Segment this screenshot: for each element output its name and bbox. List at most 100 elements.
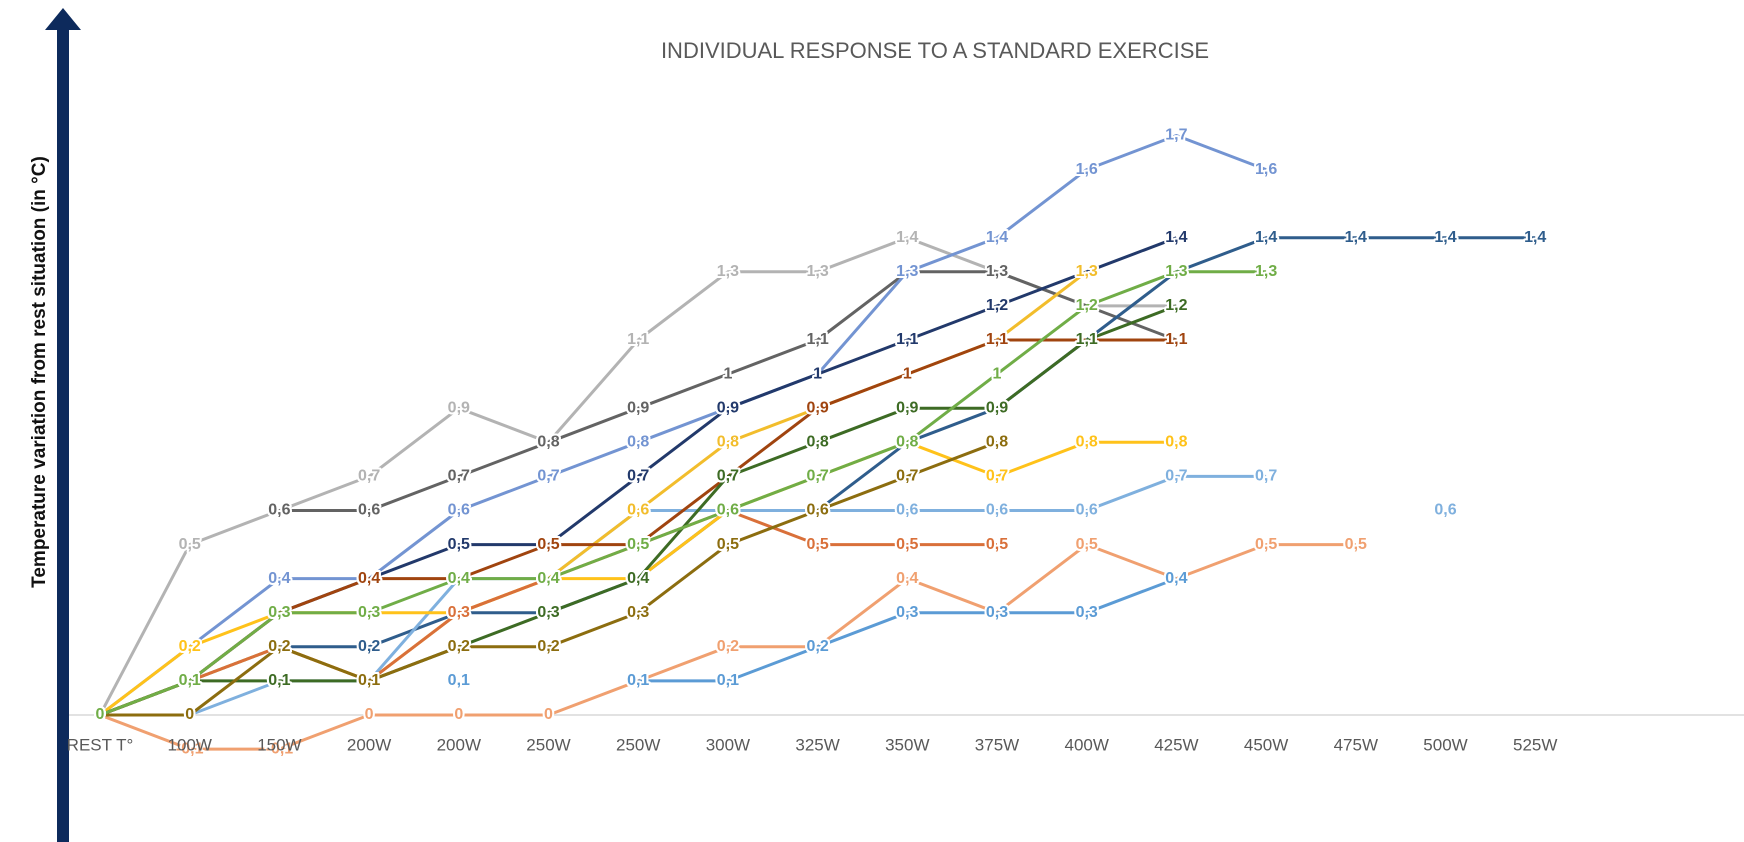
data-label: 0,3 [448,604,470,621]
series-line [99,270,1267,717]
data-label: 1,3 [896,263,918,280]
data-label: 0,6 [268,502,290,519]
data-label: 1,3 [1165,263,1187,280]
data-label: 0,5 [448,536,470,553]
data-label: 1,1 [1165,331,1187,348]
data-label: 0,3 [627,604,649,621]
data-label: 0,2 [268,638,290,655]
data-label: 0,3 [986,604,1008,621]
data-label: 0,8 [806,434,828,451]
data-label: 0 [96,706,105,723]
series-line [99,304,1177,717]
data-label: 1,3 [896,263,918,280]
data-label: 0,1 [627,672,649,689]
data-label: 0,1 [358,672,380,689]
data-label: 1,3 [717,263,739,280]
data-label: 0,7 [358,468,380,485]
data-label: 0,6 [358,502,380,519]
data-label: 0,4 [627,570,649,587]
data-label: 0,8 [717,434,739,451]
data-label: 1,3 [986,263,1008,280]
data-label: 0 [454,706,463,723]
data-label: 1,1 [1076,331,1098,348]
data-label: 1 [903,365,912,382]
data-label: 1,2 [1165,297,1187,314]
data-label: 0,6 [717,502,739,519]
data-label: 0,7 [448,468,470,485]
data-label: 0,2 [268,638,290,655]
y-axis-label: Temperature variation from rest situatio… [29,156,50,588]
data-label: 1,4 [1434,229,1456,246]
data-label: 0,3 [268,604,290,621]
data-label: -0,1 [266,740,294,757]
x-tick-label: 525W [1513,735,1557,754]
data-label: 1,3 [1076,263,1098,280]
data-label: 0,2 [448,638,470,655]
data-label: 0,8 [537,434,559,451]
value-labels: 0 0,5 0,6 0,7 0,9 0,8 1,1 1,3 1,3 1,4 1,3 1,2 1,2 0,6… [94,125,1549,760]
data-label: 1,4 [1165,229,1187,246]
data-label: 0 [185,706,194,723]
data-label: 0,6 [448,502,470,519]
x-tick-label: 200W [347,735,391,754]
data-label: 0,6 [986,502,1008,519]
data-label: 0,2 [806,638,828,655]
data-label: 0,7 [537,468,559,485]
data-label: 0,4 [627,570,649,587]
x-tick-label: 375W [975,735,1019,754]
data-label: 0,4 [448,570,470,587]
data-label: 0,1 [179,672,201,689]
data-label: 0,5 [896,536,918,553]
x-tick-label: 350W [885,735,929,754]
data-label: 0,1 [358,672,380,689]
data-label: 0,7 [717,468,739,485]
series-line [100,440,998,717]
data-label: 0,1 [627,672,649,689]
series-line [99,134,1267,717]
data-label: 1,1 [627,331,649,348]
x-tick-label: 250W [616,735,660,754]
data-label: 0,6 [806,502,828,519]
data-label: 0,3 [358,604,380,621]
data-label: 0,2 [448,638,470,655]
data-label: 0,4 [358,570,380,587]
data-label: 0 [365,706,374,723]
data-label: 0 [96,706,105,723]
data-label: 1,2 [1076,297,1098,314]
series-line [279,270,1177,512]
data-label: 0,6 [806,502,828,519]
data-label: 0,1 [268,672,290,689]
data-label: 0,1 [179,672,201,689]
data-label: 1,2 [986,297,1008,314]
x-tick-label: 475W [1334,735,1378,754]
x-tick-label: REST T° [67,735,134,754]
data-label: 0,2 [537,638,559,655]
data-label: 1,3 [1165,263,1187,280]
data-label: 0,4 [627,570,649,587]
data-label: 0 [96,706,105,723]
chart-title: INDIVIDUAL RESPONSE TO A STANDARD EXERCI… [661,38,1209,63]
data-label: 0,5 [537,536,559,553]
data-label: 0,5 [627,536,649,553]
data-label: 0,2 [717,638,739,655]
data-label: 0,1 [358,672,380,689]
data-label: 0,3 [537,604,559,621]
data-label: 0,4 [268,570,290,587]
x-tick-label: 325W [795,735,839,754]
data-label: 0,8 [1076,434,1098,451]
data-label: 0,5 [717,536,739,553]
data-label: 1,2 [1165,297,1187,314]
data-label: 0,3 [537,604,559,621]
data-label: 0,7 [717,468,739,485]
data-label: 0,7 [896,468,918,485]
data-label: 0,1 [179,672,201,689]
data-label: 0,6 [896,502,918,519]
data-label: 1,1 [1076,331,1098,348]
data-label: 0 [96,706,105,723]
data-label: 0,8 [986,434,1008,451]
data-label: 0,8 [896,434,918,451]
x-tick-label: 200W [437,735,481,754]
data-label: 0 [544,706,553,723]
data-label: 0 [96,706,105,723]
